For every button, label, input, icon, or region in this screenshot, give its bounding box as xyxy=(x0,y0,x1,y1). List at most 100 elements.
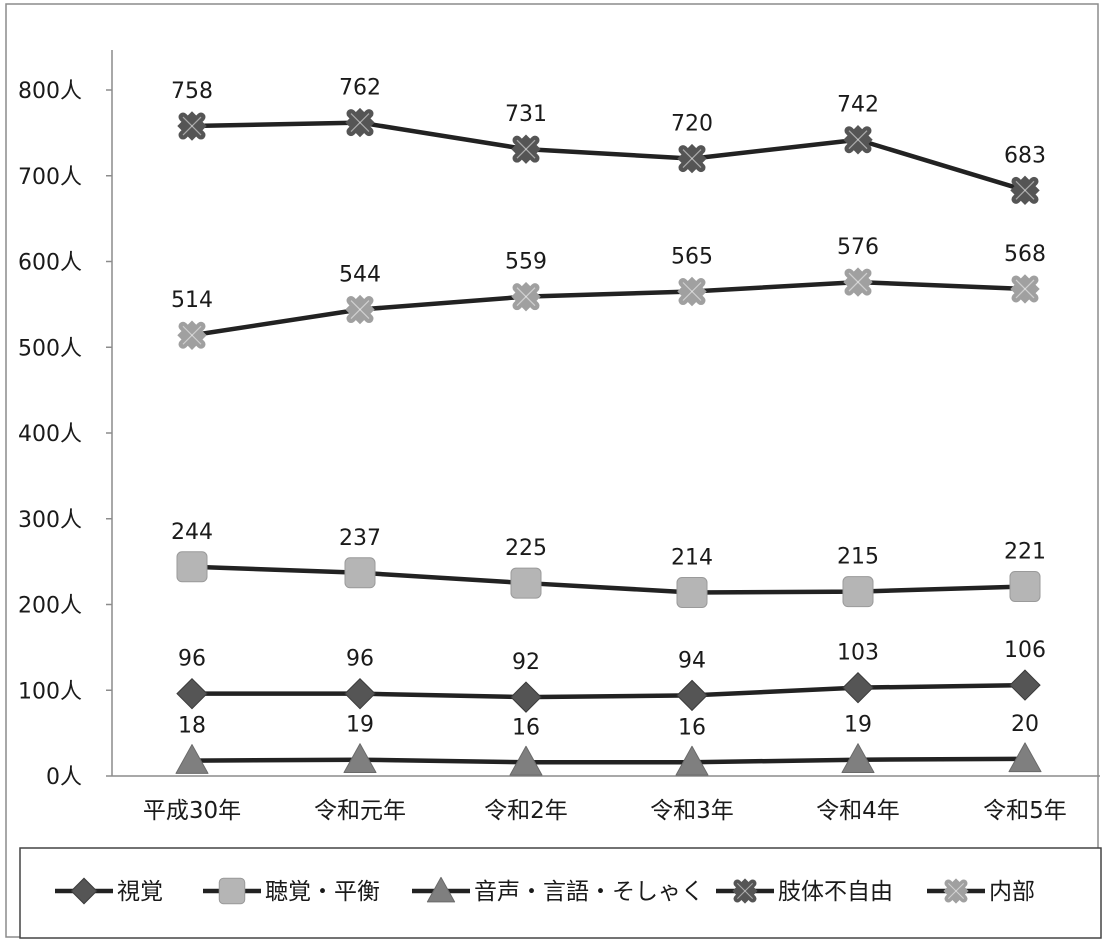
data-label: 758 xyxy=(171,79,213,104)
data-label: 214 xyxy=(671,545,713,570)
data-point xyxy=(675,745,709,776)
legend-item: 肢体不自由 xyxy=(716,878,893,905)
data-point xyxy=(843,125,873,155)
data-point xyxy=(511,134,541,164)
data-point xyxy=(344,557,376,589)
data-point xyxy=(175,744,209,774)
data-point xyxy=(676,576,708,608)
data-point xyxy=(677,276,707,307)
data-point xyxy=(1008,742,1042,773)
data-point xyxy=(1010,175,1040,206)
data-label: 544 xyxy=(339,263,381,288)
data-label: 19 xyxy=(346,713,374,738)
x-tick-label: 令和2年 xyxy=(484,798,568,824)
data-label: 720 xyxy=(671,112,713,137)
y-tick-label: 700人 xyxy=(18,165,82,190)
series-line xyxy=(191,564,1026,595)
data-point xyxy=(344,677,376,710)
legend-label: 音声・言語・そしゃく xyxy=(474,879,704,905)
data-point xyxy=(509,745,543,776)
legend-marker xyxy=(70,877,98,905)
data-point xyxy=(511,281,541,312)
x-tick-label: 令和5年 xyxy=(983,798,1067,824)
data-label: 96 xyxy=(346,647,374,672)
legend-label: 聴覚・平衡 xyxy=(265,879,380,905)
data-label: 762 xyxy=(339,76,381,101)
y-tick-label: 800人 xyxy=(18,79,82,104)
legend-label: 視覚 xyxy=(117,879,163,905)
data-point xyxy=(841,743,875,774)
y-tick-label: 200人 xyxy=(18,594,82,619)
legend-marker xyxy=(943,878,969,904)
legend-marker xyxy=(426,876,456,903)
data-label: 565 xyxy=(671,245,713,270)
x-tick-label: 令和3年 xyxy=(650,798,734,824)
data-label: 221 xyxy=(1004,539,1046,564)
data-label: 96 xyxy=(178,647,206,672)
data-point xyxy=(843,267,873,297)
data-point xyxy=(345,107,375,138)
series-lines xyxy=(191,120,1026,765)
data-point xyxy=(1009,570,1041,602)
data-label: 731 xyxy=(505,102,547,127)
legend-item: 内部 xyxy=(927,878,1035,905)
data-label: 16 xyxy=(512,715,540,740)
data-label: 514 xyxy=(171,288,213,313)
data-label: 244 xyxy=(171,520,213,545)
legend-item: 聴覚・平衡 xyxy=(203,877,380,905)
series-line xyxy=(191,279,1026,338)
data-label: 225 xyxy=(505,536,547,561)
data-label: 215 xyxy=(837,545,879,570)
data-label: 20 xyxy=(1011,712,1039,737)
data-label: 683 xyxy=(1004,143,1046,168)
legend: 視覚 聴覚・平衡 音声・言語・そしゃく 肢体不自由 内部 xyxy=(19,847,1102,939)
legend-item: 音声・言語・そしゃく xyxy=(412,876,704,905)
data-point xyxy=(1009,669,1041,701)
series-line xyxy=(191,756,1026,765)
data-point xyxy=(177,320,207,350)
legend-marker xyxy=(732,878,758,904)
data-label: 94 xyxy=(678,648,706,673)
y-tick-label: 600人 xyxy=(18,251,82,276)
data-point xyxy=(842,576,874,608)
data-point xyxy=(510,681,542,713)
data-point xyxy=(677,143,707,174)
data-point xyxy=(1010,274,1040,304)
y-tick-label: 100人 xyxy=(18,679,82,704)
series-markers xyxy=(175,107,1042,776)
y-tick-label: 0人 xyxy=(46,765,82,790)
legend-box xyxy=(19,847,1102,939)
data-point xyxy=(676,679,708,712)
data-label: 559 xyxy=(505,250,547,275)
data-point xyxy=(345,294,375,325)
x-tick-label: 平成30年 xyxy=(143,798,241,824)
data-label: 568 xyxy=(1004,242,1046,267)
data-label: 103 xyxy=(837,641,879,666)
data-label: 92 xyxy=(512,650,540,675)
x-tick-label: 令和4年 xyxy=(816,798,900,824)
legend-item: 視覚 xyxy=(55,877,163,905)
data-point xyxy=(510,567,542,599)
data-point xyxy=(176,677,208,710)
data-labels: 96 96 92 94 103 106 244 237 225 214 215 221 18 19 16 16… xyxy=(171,76,1046,741)
data-label: 16 xyxy=(678,715,706,740)
data-point xyxy=(177,111,207,141)
data-label: 576 xyxy=(837,235,879,260)
data-label: 106 xyxy=(1004,638,1046,663)
data-label: 18 xyxy=(178,714,206,739)
x-tick-label: 令和元年 xyxy=(314,798,406,824)
legend-marker xyxy=(218,877,246,905)
series-line xyxy=(191,120,1026,193)
legend-label: 内部 xyxy=(989,879,1035,905)
data-point xyxy=(176,551,208,583)
legend-label: 肢体不自由 xyxy=(778,879,893,905)
y-tick-label: 400人 xyxy=(18,422,82,447)
data-label: 237 xyxy=(339,526,381,551)
data-point xyxy=(842,671,874,704)
data-label: 19 xyxy=(844,713,872,738)
y-tick-label: 500人 xyxy=(18,336,82,361)
data-point xyxy=(343,743,377,774)
